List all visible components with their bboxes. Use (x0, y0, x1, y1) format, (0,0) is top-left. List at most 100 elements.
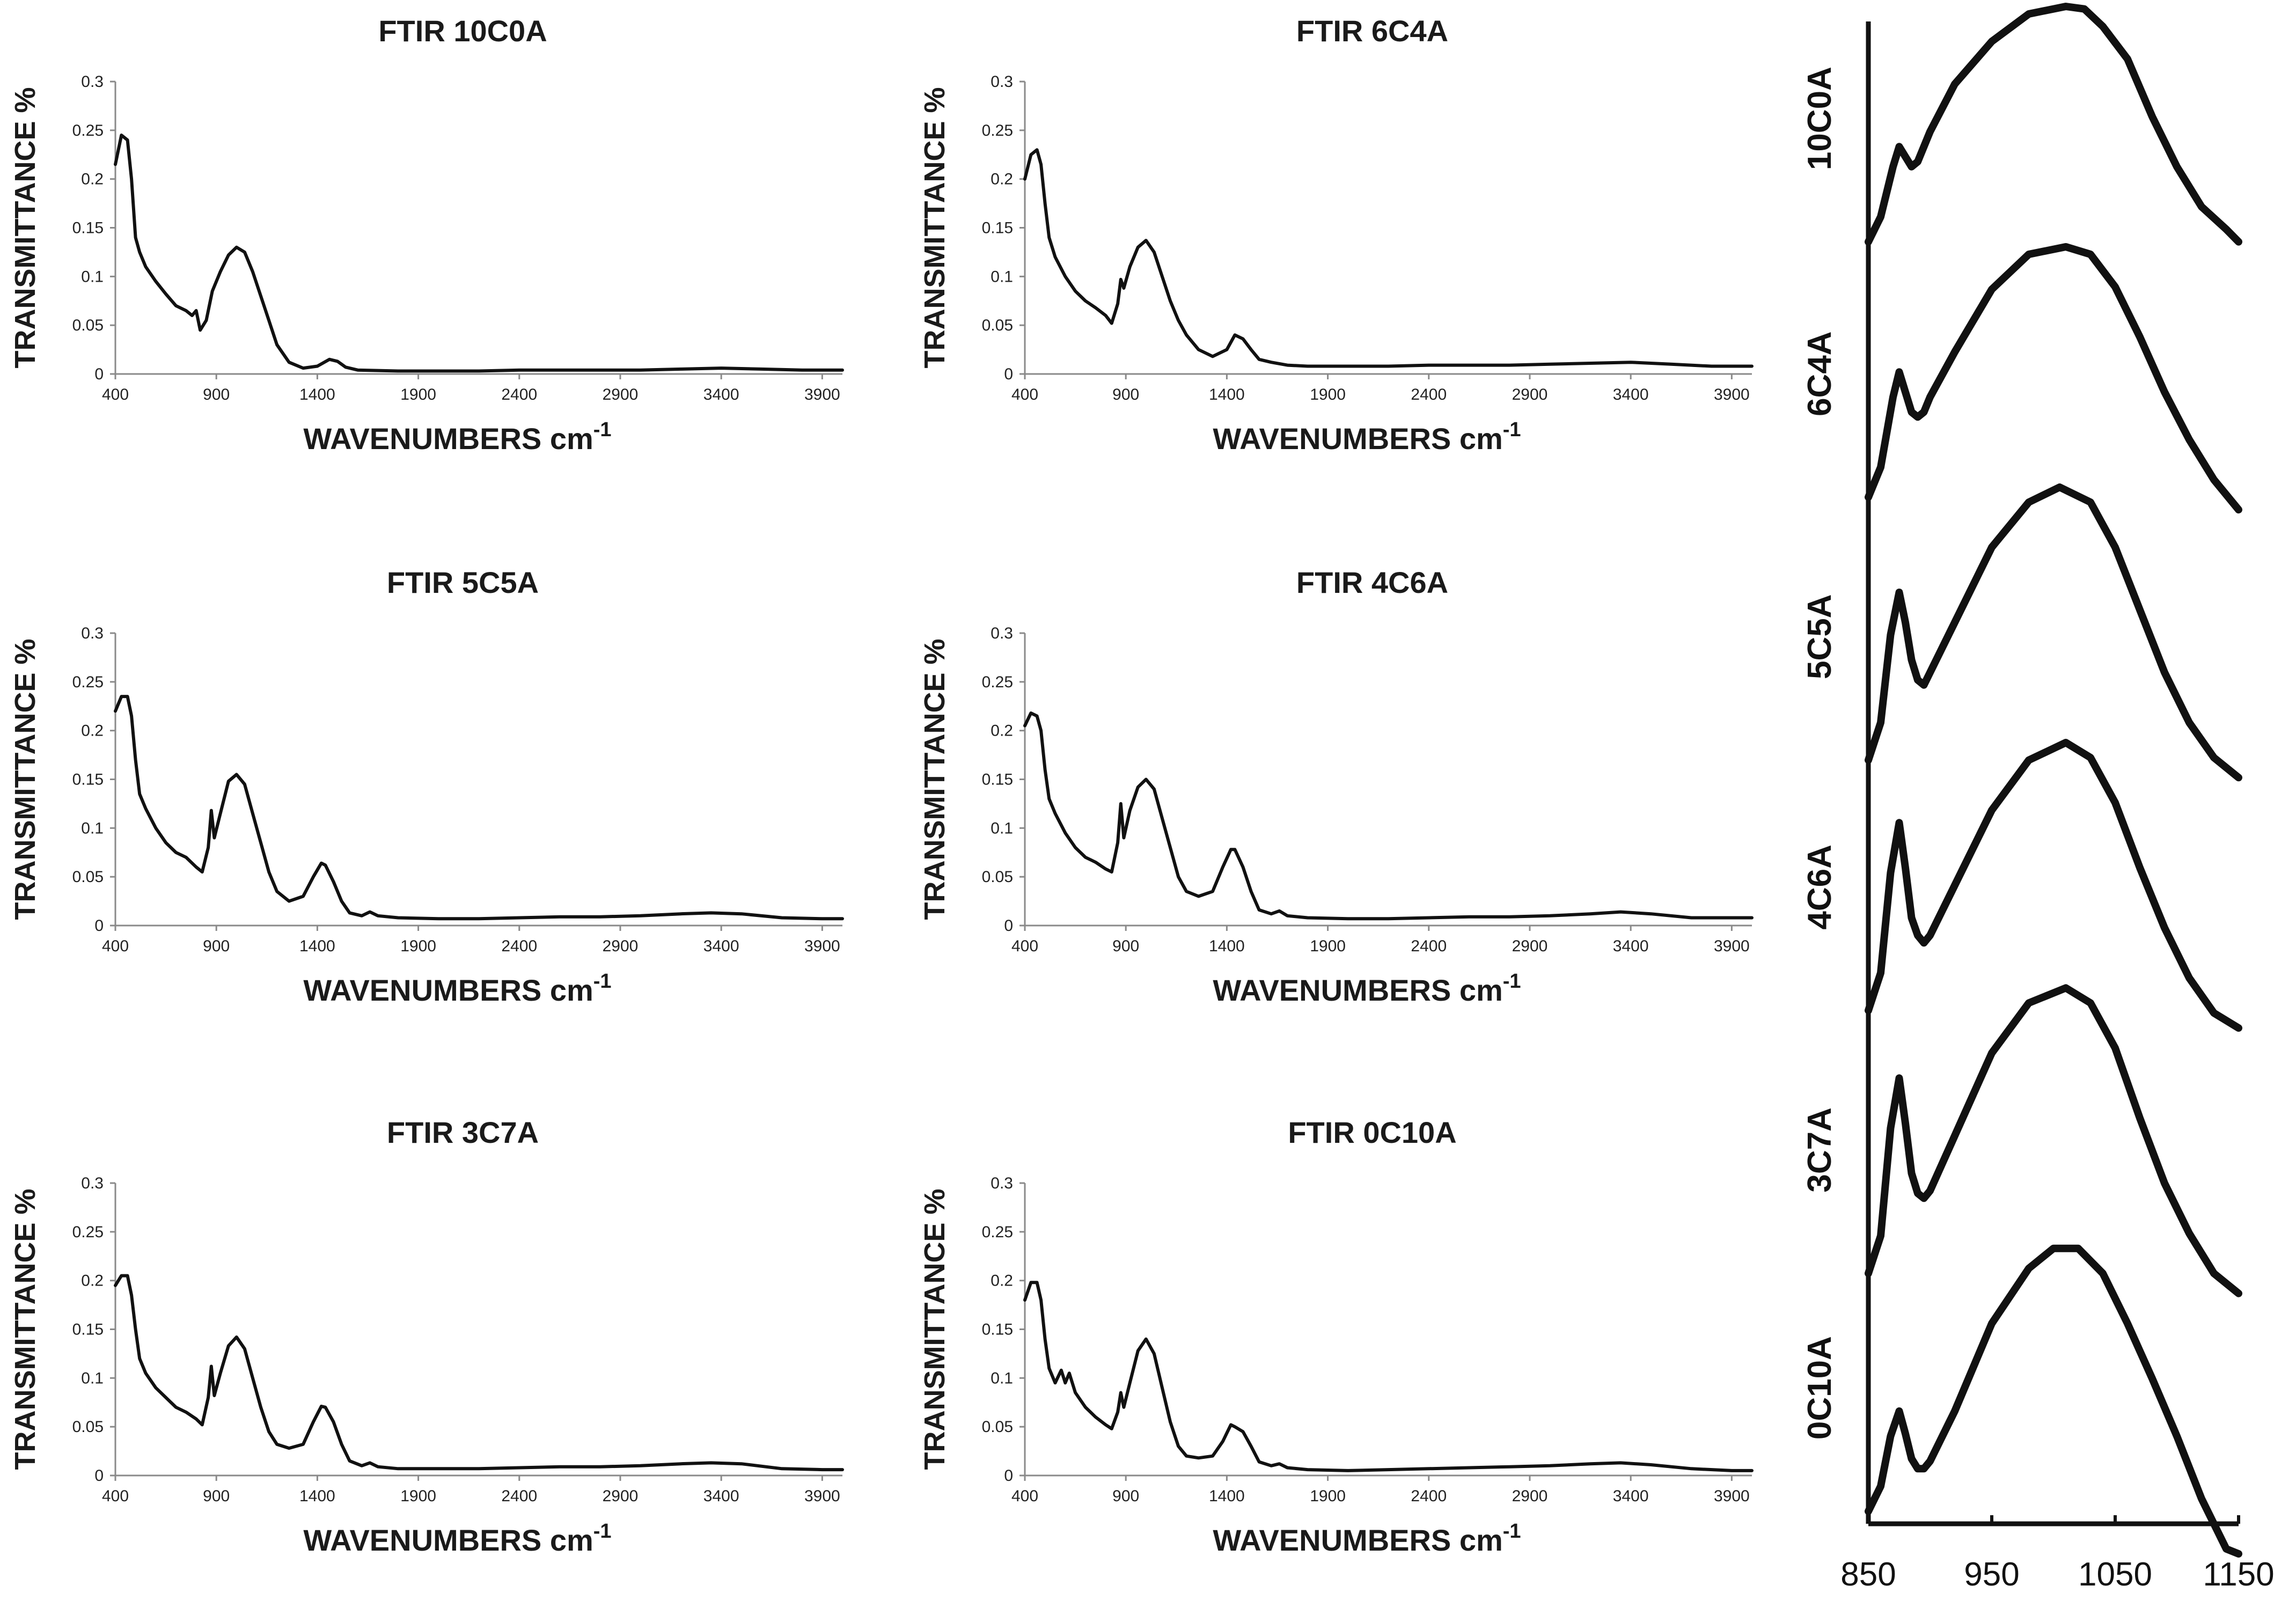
x-tick-label: 400 (102, 386, 129, 403)
x-tick-label: 2400 (501, 937, 537, 955)
spectrum-line (1023, 148, 1754, 368)
chart-title: FTIR 4C6A (1296, 566, 1448, 599)
x-tick-label: 1900 (400, 937, 436, 955)
x-tick-label: 2900 (1512, 386, 1548, 403)
ftir-panel-3C7A: FTIR 3C7A 0 0.05 0.1 0.15 0.2 0.25 0.3 400 900 140… (9, 1115, 844, 1557)
x-tick-label: 900 (1112, 937, 1139, 955)
y-tick-label: 0.3 (991, 1174, 1013, 1192)
y-tick-label: 0.3 (991, 73, 1013, 91)
y-tick-label: 0.3 (81, 1174, 104, 1192)
x-axis-label: WAVENUMBERS cm-1 (1213, 1520, 1521, 1557)
x-tick-label: 900 (203, 937, 230, 955)
y-tick-label: 0 (94, 917, 104, 935)
x-axis-label: WAVENUMBERS cm-1 (303, 1520, 611, 1557)
x-tick-label: 3900 (804, 386, 840, 403)
y-tick-label: 0 (1004, 365, 1013, 383)
stacked-series-label-0C10A: 0C10A (1801, 1336, 1838, 1440)
ftir-panel-6C4A: FTIR 6C4A 0 0.05 0.1 0.15 0.2 0.25 0.3 400 900 140… (919, 14, 1754, 456)
spectrum-line (1023, 1281, 1754, 1472)
x-tick-label: 900 (1112, 386, 1139, 403)
stacked-spectrum-4C6A (1865, 739, 2242, 1032)
x-tick-label: 3900 (1714, 386, 1750, 403)
y-tick-label: 0.15 (72, 219, 104, 237)
y-axis-label: TRANSMITTANCE % (9, 639, 41, 920)
x-tick-label: 1900 (1310, 1487, 1346, 1505)
x-tick-label: 2900 (1512, 937, 1548, 955)
stacked-x-tick-label: 850 (1840, 1556, 1896, 1593)
x-tick-label: 1400 (299, 1487, 335, 1505)
stacked-series-label-3C7A: 3C7A (1801, 1107, 1838, 1193)
y-tick-label: 0.3 (81, 625, 104, 642)
y-tick-label: 0.05 (72, 317, 104, 334)
chart-title: FTIR 6C4A (1296, 14, 1448, 48)
x-tick-label: 3900 (1714, 1487, 1750, 1505)
y-tick-label: 0.15 (72, 1321, 104, 1339)
chart-title: FTIR 10C0A (378, 14, 547, 48)
x-tick-label: 2900 (1512, 1487, 1548, 1505)
y-tick-label: 0.25 (982, 1223, 1013, 1241)
y-tick-label: 0.05 (982, 317, 1013, 334)
stacked-spectra-panel: 850 950 1050 1150 10C0A 6C4A 5C5A 4C6A 3C7A 0C10A (1801, 3, 2275, 1593)
y-tick-label: 0.2 (81, 171, 104, 188)
x-tick-label: 3400 (1613, 386, 1649, 403)
y-axis-label: TRANSMITTANCE % (919, 639, 951, 920)
y-tick-label: 0.3 (991, 625, 1013, 642)
x-tick-label: 1400 (299, 937, 335, 955)
x-tick-label: 400 (1011, 1487, 1038, 1505)
x-tick-label: 2400 (501, 386, 537, 403)
y-tick-label: 0.2 (81, 722, 104, 740)
x-axis-label-text: WAVENUMBERS cm (303, 1523, 593, 1557)
y-tick-label: 0.1 (991, 819, 1013, 837)
y-tick-label: 0.2 (991, 1272, 1013, 1290)
y-tick-label: 0.2 (81, 1272, 104, 1290)
x-axis-label-superscript: -1 (1503, 1520, 1521, 1543)
y-tick-label: 0.1 (81, 268, 104, 285)
x-axis-label-superscript: -1 (593, 419, 612, 441)
spectrum-line (114, 1274, 844, 1472)
y-tick-label: 0.1 (991, 1369, 1013, 1387)
y-tick-label: 0.2 (991, 722, 1013, 740)
y-tick-label: 0.15 (72, 771, 104, 789)
y-axis-label: TRANSMITTANCE % (9, 1189, 41, 1470)
x-tick-label: 2900 (603, 937, 639, 955)
x-axis-label: WAVENUMBERS cm-1 (1213, 419, 1521, 456)
x-tick-label: 400 (1011, 937, 1038, 955)
x-tick-label: 3900 (804, 1487, 840, 1505)
x-axis-label: WAVENUMBERS cm-1 (1213, 970, 1521, 1007)
y-tick-label: 0.05 (72, 868, 104, 886)
x-axis-label-text: WAVENUMBERS cm (1213, 1523, 1502, 1557)
stacked-x-tick-label: 950 (1964, 1556, 2019, 1593)
x-axis-label-text: WAVENUMBERS cm (303, 422, 593, 456)
ftir-panel-10C0A: FTIR 10C0A 0 0.05 0.1 0.15 0.2 0.25 0.3 400 900 14… (9, 14, 844, 456)
stacked-spectrum-6C4A (1865, 243, 2242, 513)
y-tick-label: 0.25 (72, 1223, 104, 1241)
x-axis-label-text: WAVENUMBERS cm (1213, 973, 1502, 1007)
x-tick-label: 3900 (804, 937, 840, 955)
x-tick-label: 1400 (1209, 386, 1245, 403)
x-tick-label: 900 (203, 1487, 230, 1505)
y-tick-label: 0 (94, 365, 104, 383)
stacked-x-tick-label: 1050 (2078, 1556, 2152, 1593)
chart-title: FTIR 0C10A (1288, 1115, 1456, 1149)
x-axis-label: WAVENUMBERS cm-1 (303, 970, 611, 1007)
ftir-panel-5C5A: FTIR 5C5A 0 0.05 0.1 0.15 0.2 0.25 0.3 400 900 140… (9, 566, 844, 1007)
ftir-panels: FTIR 10C0A 0 0.05 0.1 0.15 0.2 0.25 0.3 400 900 14… (9, 14, 1754, 1557)
stacked-series-label-4C6A: 4C6A (1801, 845, 1838, 930)
x-axis-label-superscript: -1 (1503, 419, 1521, 441)
chart-title: FTIR 5C5A (387, 566, 539, 599)
x-tick-label: 2400 (1411, 1487, 1447, 1505)
y-tick-label: 0.05 (72, 1418, 104, 1436)
stacked-series-label-6C4A: 6C4A (1801, 331, 1838, 416)
chart-title: FTIR 3C7A (387, 1115, 539, 1149)
spectrum-line (1023, 711, 1754, 921)
y-tick-label: 0.1 (81, 1369, 104, 1387)
x-tick-label: 3400 (1613, 937, 1649, 955)
x-axis-label: WAVENUMBERS cm-1 (303, 419, 611, 456)
x-tick-label: 1900 (1310, 386, 1346, 403)
x-tick-label: 3900 (1714, 937, 1750, 955)
x-tick-label: 3400 (703, 386, 739, 403)
y-tick-label: 0.1 (81, 819, 104, 837)
stacked-series-label-10C0A: 10C0A (1801, 67, 1838, 170)
y-tick-label: 0.15 (982, 219, 1013, 237)
stacked-spectrum-0C10A (1865, 1244, 2242, 1558)
